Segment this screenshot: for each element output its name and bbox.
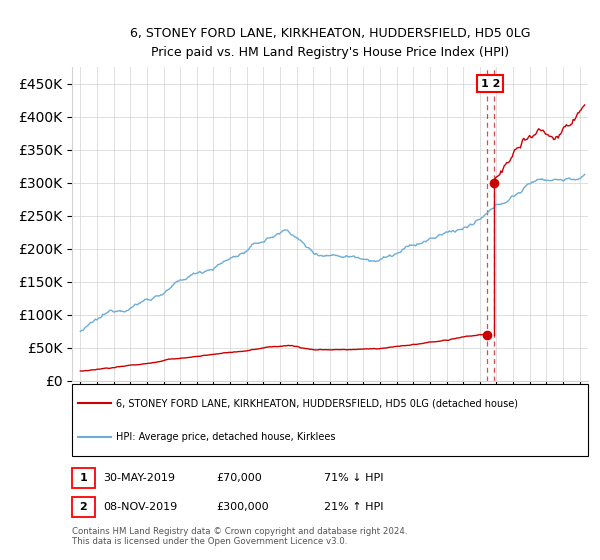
Text: 71% ↓ HPI: 71% ↓ HPI bbox=[324, 473, 383, 483]
Text: £300,000: £300,000 bbox=[216, 502, 269, 512]
Text: 1 2: 1 2 bbox=[481, 79, 500, 88]
Text: 21% ↑ HPI: 21% ↑ HPI bbox=[324, 502, 383, 512]
Text: Contains HM Land Registry data © Crown copyright and database right 2024.
This d: Contains HM Land Registry data © Crown c… bbox=[72, 527, 407, 547]
Text: 6, STONEY FORD LANE, KIRKHEATON, HUDDERSFIELD, HD5 0LG (detached house): 6, STONEY FORD LANE, KIRKHEATON, HUDDERS… bbox=[116, 398, 518, 408]
Text: 30-MAY-2019: 30-MAY-2019 bbox=[103, 473, 175, 483]
Text: 1: 1 bbox=[80, 473, 87, 483]
Text: £70,000: £70,000 bbox=[216, 473, 262, 483]
Title: 6, STONEY FORD LANE, KIRKHEATON, HUDDERSFIELD, HD5 0LG
Price paid vs. HM Land Re: 6, STONEY FORD LANE, KIRKHEATON, HUDDERS… bbox=[130, 27, 530, 59]
Text: 2: 2 bbox=[80, 502, 87, 512]
Text: 08-NOV-2019: 08-NOV-2019 bbox=[103, 502, 178, 512]
Text: HPI: Average price, detached house, Kirklees: HPI: Average price, detached house, Kirk… bbox=[116, 432, 335, 442]
